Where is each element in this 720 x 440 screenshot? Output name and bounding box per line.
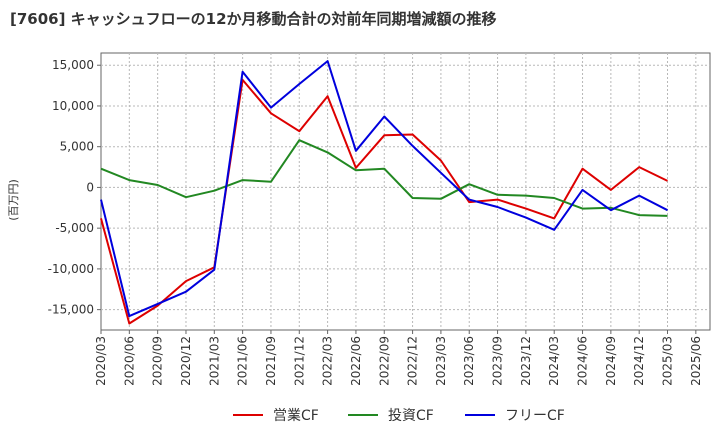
x-axis-ticks: 2020/03 2020/06 2020/09 2020/12 2021/03 2021/…	[94, 330, 703, 386]
x-tick-label: 2023/06	[462, 336, 476, 386]
x-tick-label: 2021/06	[236, 336, 250, 386]
y-axis-label: (百万円)	[7, 179, 20, 221]
y-tick-label: 10,000	[52, 99, 94, 113]
series-lines	[100, 60, 668, 325]
y-tick-label: 15,000	[52, 58, 94, 72]
y-tick-label: -10,000	[48, 262, 94, 276]
x-tick-label: 2021/09	[264, 336, 278, 386]
x-tick-label: 2025/06	[689, 336, 703, 386]
series-line	[100, 139, 668, 217]
series-line	[100, 78, 668, 325]
y-tick-label: 5,000	[60, 140, 94, 154]
legend: 営業CF 投資CF フリーCF	[233, 408, 565, 424]
y-tick-label: -15,000	[48, 303, 94, 317]
x-tick-label: 2022/03	[321, 336, 335, 386]
x-tick-label: 2023/12	[519, 336, 533, 386]
x-tick-label: 2020/09	[151, 336, 165, 386]
x-tick-label: 2020/03	[94, 336, 108, 386]
x-tick-label: 2023/09	[491, 336, 505, 386]
x-tick-label: 2020/06	[122, 336, 136, 386]
x-tick-label: 2020/12	[179, 336, 193, 386]
series-line	[100, 60, 668, 318]
chart-title: [7606] キャッシュフローの12か月移動合計の対前年同期増減額の推移	[10, 10, 497, 28]
x-tick-label: 2024/06	[576, 336, 590, 386]
legend-label: 投資CF	[388, 408, 434, 424]
x-tick-label: 2021/03	[207, 336, 221, 386]
y-tick-label: 0	[86, 180, 94, 194]
x-tick-label: 2024/03	[547, 336, 561, 386]
x-tick-label: 2025/03	[661, 336, 675, 386]
grid-lines	[101, 53, 710, 330]
y-axis-ticks: 15,000 10,000 5,000 0 -5,000 -10,000 -15,000	[48, 58, 101, 317]
x-tick-label: 2022/09	[377, 336, 391, 386]
x-tick-label: 2021/12	[292, 336, 306, 386]
x-tick-label: 2022/12	[406, 336, 420, 386]
legend-label: 営業CF	[273, 408, 319, 424]
x-tick-label: 2024/09	[604, 336, 618, 386]
legend-label: フリーCF	[505, 408, 565, 424]
x-tick-label: 2022/06	[349, 336, 363, 386]
y-tick-label: -5,000	[55, 221, 94, 235]
x-tick-label: 2023/03	[434, 336, 448, 386]
x-tick-label: 2024/12	[632, 336, 646, 386]
